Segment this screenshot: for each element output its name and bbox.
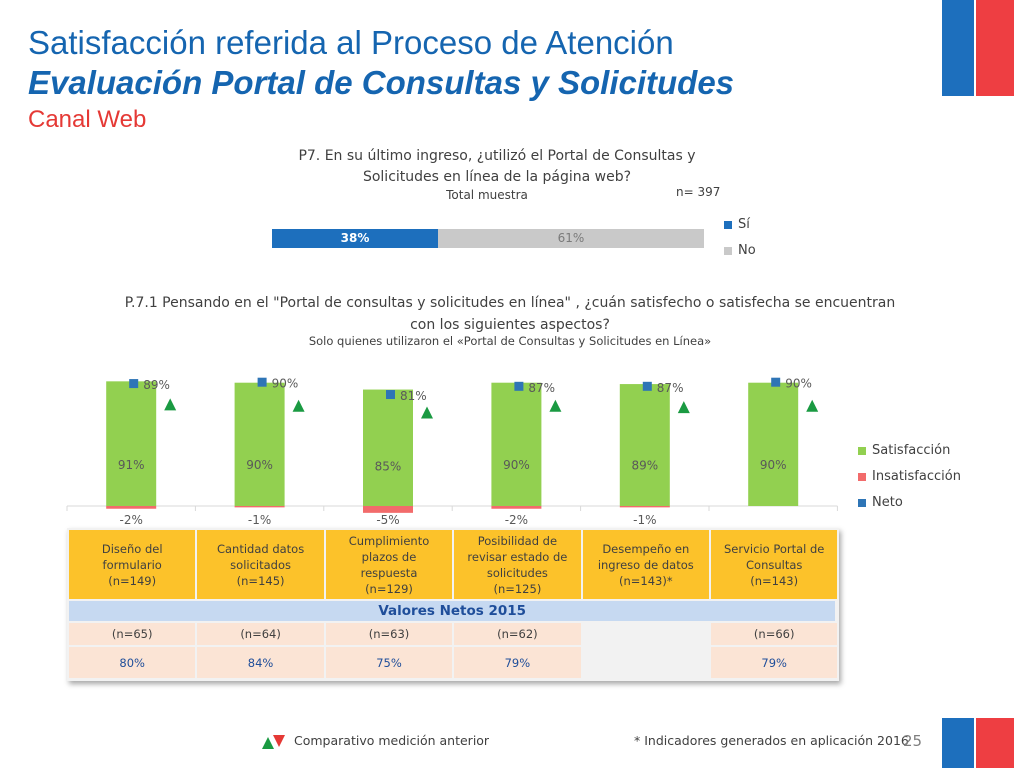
neto-value-label: 87% bbox=[657, 381, 684, 395]
satisfaccion-value-label: 85% bbox=[375, 460, 402, 474]
n-2015-cell: (n=66) bbox=[711, 623, 838, 645]
insatisfaccion-value-label: -5% bbox=[376, 513, 399, 527]
value-2015-cell: 84% bbox=[197, 647, 324, 678]
table-header-cell: Cantidad datos solicitados (n=145) bbox=[197, 530, 324, 599]
value-2015-cell: 75% bbox=[325, 647, 453, 678]
legend-item-si: Sí bbox=[724, 218, 756, 244]
neto-value-label: 87% bbox=[528, 381, 555, 395]
neto-marker bbox=[257, 377, 267, 387]
table-header-cell: Cumplimiento plazos de respuesta (n=129) bbox=[325, 530, 453, 599]
satisfaccion-bar bbox=[619, 384, 670, 506]
green-up-arrow-icon bbox=[262, 737, 274, 749]
value-2015-cell: 79% bbox=[454, 647, 581, 678]
page-subtitle: Evaluación Portal de Consultas y Solicit… bbox=[28, 64, 735, 101]
red-down-arrow-icon bbox=[273, 735, 285, 747]
neto-marker bbox=[386, 390, 395, 400]
n-2015-cell: (n=63) bbox=[325, 623, 453, 645]
aspects-table: Diseño del formulario (n=149) Cantidad dat… bbox=[67, 528, 839, 681]
neto-marker bbox=[642, 381, 652, 391]
green-up-arrow-icon bbox=[421, 406, 433, 419]
p71-subtitle: Solo quienes utilizaron el «Portal de Co… bbox=[308, 334, 712, 348]
neto-value-label: 90% bbox=[785, 377, 812, 391]
p7-bar-si: 38% bbox=[272, 229, 438, 248]
satisfaccion-value-label: 89% bbox=[631, 458, 658, 472]
table-header-cell: Posibilidad de revisar estado de solicit… bbox=[454, 530, 581, 599]
valores-netos-band: Valores Netos 2015 bbox=[69, 601, 836, 621]
insatisfaccion-bar bbox=[491, 506, 542, 509]
neto-marker bbox=[771, 377, 781, 387]
flag-logo-bottom bbox=[942, 718, 1014, 768]
insatisfaccion-bar bbox=[106, 506, 157, 509]
p71-legend: Satisfacción Insatisfacción Neto bbox=[858, 444, 961, 522]
insatisfaccion-bar bbox=[619, 506, 670, 508]
insatisfaccion-bar bbox=[363, 506, 413, 513]
neto-marker bbox=[514, 381, 524, 391]
satisfaccion-value-label: 90% bbox=[760, 458, 787, 472]
channel-label: Canal Web bbox=[28, 106, 147, 133]
insatisfaccion-value-label: -2% bbox=[120, 513, 143, 527]
satisfaccion-value-label: 90% bbox=[246, 458, 273, 472]
legend-item-no: No bbox=[724, 244, 756, 270]
satisfaccion-bar bbox=[363, 389, 413, 506]
satisfaccion-value-label: 91% bbox=[118, 458, 145, 472]
flag-logo-top bbox=[942, 0, 1014, 96]
page-number: 25 bbox=[903, 732, 923, 750]
neto-value-label: 90% bbox=[272, 377, 299, 391]
insatisfaccion-value-label: -1% bbox=[248, 513, 271, 527]
n-2015-cell: (n=65) bbox=[69, 623, 196, 645]
green-up-arrow-icon bbox=[806, 399, 819, 412]
satisfaccion-bar bbox=[748, 382, 799, 506]
table-header-cell: Diseño del formulario (n=149) bbox=[69, 530, 196, 599]
green-up-arrow-icon bbox=[164, 398, 177, 411]
satisfaccion-bar bbox=[234, 382, 285, 506]
insatisfaccion-value-label: -2% bbox=[505, 513, 528, 527]
legend-item-neto: Neto bbox=[858, 496, 961, 522]
table-header-cell: Servicio Portal de Consultas (n=143) bbox=[711, 530, 838, 599]
footnote: * Indicadores generados en aplicación 20… bbox=[634, 733, 909, 748]
comparativo-label: Comparativo medición anterior bbox=[294, 733, 490, 748]
value-2015-cell: 80% bbox=[69, 647, 196, 678]
value-2015-cell: 79% bbox=[711, 647, 838, 678]
neto-marker bbox=[129, 379, 139, 389]
n-2015-cell: (n=62) bbox=[454, 623, 581, 645]
satisfaccion-bar bbox=[106, 381, 157, 506]
legend-item-satisfaccion: Satisfacción bbox=[858, 444, 961, 470]
green-up-arrow-icon bbox=[292, 399, 305, 412]
neto-value-label: 89% bbox=[143, 378, 170, 392]
p7-bar-no: 61% bbox=[438, 229, 704, 248]
n-2015-cell: (n=64) bbox=[197, 623, 324, 645]
neto-value-label: 81% bbox=[400, 389, 427, 403]
legend-item-insatisfaccion: Insatisfacción bbox=[858, 470, 961, 496]
p7-legend: Sí No bbox=[724, 218, 756, 270]
insatisfaccion-value-label: -1% bbox=[633, 513, 656, 527]
table-header-cell: Desempeño en ingreso de datos (n=143)* bbox=[582, 530, 709, 599]
insatisfaccion-bar bbox=[234, 506, 285, 508]
p7-n-label: n= 397 bbox=[676, 185, 721, 199]
p7-sample-label: Total muestra bbox=[446, 188, 528, 202]
satisfaccion-value-label: 90% bbox=[503, 458, 530, 472]
satisfaccion-bar bbox=[491, 382, 542, 506]
green-up-arrow-icon bbox=[677, 401, 690, 414]
green-up-arrow-icon bbox=[549, 399, 562, 412]
p7-question-title: P7. En su último ingreso, ¿utilizó el Po… bbox=[298, 148, 696, 185]
p71-question-title: P.7.1 Pensando en el "Portal de consulta… bbox=[124, 295, 896, 333]
page-title: Satisfacción referida al Proceso de Aten… bbox=[28, 24, 674, 61]
